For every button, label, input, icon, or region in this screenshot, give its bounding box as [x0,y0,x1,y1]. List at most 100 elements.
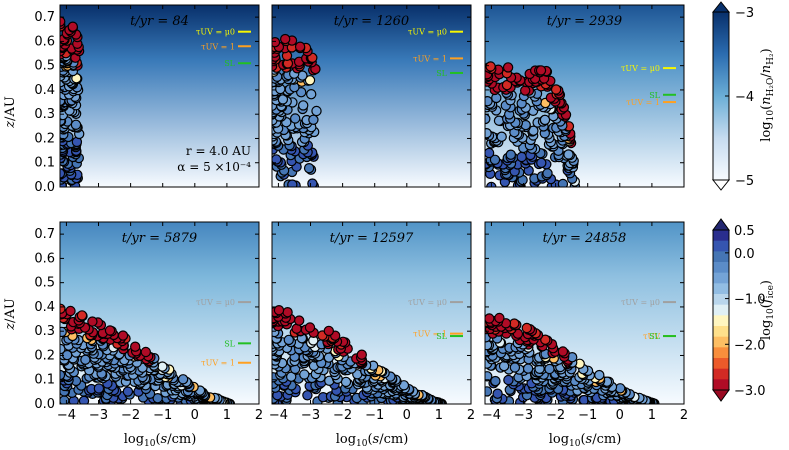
colorbar-bottom-band [713,294,729,306]
colorbar-bottom-tick-label: −2.0 [734,338,766,353]
ref--uv-0-0-label: τUV = μ0 [196,28,235,37]
particle [122,386,134,397]
particle [520,85,531,96]
colorbar-bottom-band [713,368,729,380]
particle [485,386,493,397]
colorbar-bottom-band [713,326,729,338]
y-tick-label: 0.5 [34,276,55,291]
panel-frame [271,221,472,405]
particle [509,362,521,373]
panel-frame [484,221,685,405]
colorbar-top-bottom-cap [711,179,731,191]
x-tick-label: −4 [269,408,288,423]
ref--uv-0-0-label: τUV = μ0 [621,298,660,307]
particle [272,154,282,165]
colorbar-bottom-tick-label: 0.0 [734,247,755,262]
x-tick-label: −4 [57,408,76,423]
colorbar-bottom-frame [712,229,730,391]
particle [536,157,547,169]
particle [298,100,309,111]
particle [87,316,98,327]
x-tick-label: 2 [467,408,475,423]
ref-sl-2-label: SL [649,332,660,341]
ref--uv-1-label: τUV [643,332,660,341]
y-tick-label: 0.3 [34,107,55,122]
particle [117,330,129,341]
panel-particles [272,33,322,187]
y-tick-label: 0.5 [34,59,55,74]
particle [67,21,79,32]
x-tick-label: −3 [301,408,320,423]
ref--uv-0-0-label: τUV = μ0 [196,298,235,307]
particle [485,128,492,139]
particle [303,162,315,174]
particle [308,114,319,126]
ref-sl-2-label: SL [436,69,447,78]
particle [287,179,298,187]
ref--uv-0-0-label: τUV = μ0 [408,298,447,307]
colorbar-bottom-bottom-cap [712,389,730,402]
panel-time-label: t/yr = 12597 [330,231,414,246]
colorbar-bottom-band [713,283,729,295]
colorbar-top-cap [711,1,731,13]
x-tick-label: −2 [333,408,352,423]
ref--uv-0-0-label: τUV = μ0 [408,28,447,37]
x-tick-label: −3 [514,408,533,423]
ref--uv-1-1-label: τUV = 1 [201,42,235,51]
particle [540,334,551,345]
particle [294,315,305,326]
panel-time-label: t/yr = 24858 [543,231,627,246]
annotation-alpha: α = 5 ×10⁻⁴ [177,160,251,174]
particle [492,388,503,399]
y-tick-label: 0.7 [34,10,55,25]
ref-sl-2-label: SL [224,59,235,68]
x-tick-label: 0 [191,408,199,423]
panel-background [60,5,259,187]
ref--uv-0-0-label: τUV = μ0 [621,64,660,73]
particle [521,322,533,334]
particle [104,325,116,336]
colorbar-bottom-tick-label: −1.0 [734,293,766,308]
y-tick-label: 0.6 [34,34,55,49]
particle [505,149,516,160]
colorbar-bottom-band [713,304,729,316]
x-tick-label: −4 [482,408,501,423]
y-tick-label: 0.4 [34,300,55,315]
cbar-top-label: log10(nH₂O/nH₂) [759,48,776,141]
colorbar-top-tick-label: −4 [735,90,754,105]
panel-particles [485,312,660,404]
particle [503,374,514,386]
xlabel-2: log10(s/cm) [336,432,409,449]
particle [502,62,514,73]
particle [516,151,527,163]
ref--uv-1-1-label: τUV = 1 [413,330,447,339]
panel-4: τUV = μ0 SL τUV = 1 t/yr = 5879 −4 −3 −2 −1 0 1 2 0… [34,221,263,423]
particle [522,363,534,374]
x-tick-label: 0 [616,408,624,423]
colorbar-bottom-band [713,315,729,327]
y-tick-label: 0.4 [34,83,55,98]
cbar-bottom-label: log10(fice) [759,280,776,340]
particle [539,114,551,126]
particle [550,84,562,95]
ref--uv-1-2-label: τUV = 1 [201,359,235,368]
particle [557,178,569,187]
ref--uv-1-2-label: τUV = 1 [626,98,660,107]
x-tick-label: −2 [121,408,140,423]
particle [323,325,334,337]
particle [177,374,189,385]
particle [93,383,105,394]
colorbar-bottom-band [713,230,729,242]
particle [485,313,495,324]
particle [306,88,317,100]
particle [76,310,88,321]
particle [544,363,555,375]
panel-time-label: t/yr = 2939 [547,14,622,29]
colorbar-bottom-tick-label: −3.0 [734,384,766,399]
ref--uv-1-1-label: τUV = 1 [413,54,447,63]
annotation-radius: r = 4.0 AU [186,144,251,158]
x-tick-label: 2 [680,408,688,423]
particle [542,168,553,179]
ylabel-bottom: z/AU [3,298,18,331]
